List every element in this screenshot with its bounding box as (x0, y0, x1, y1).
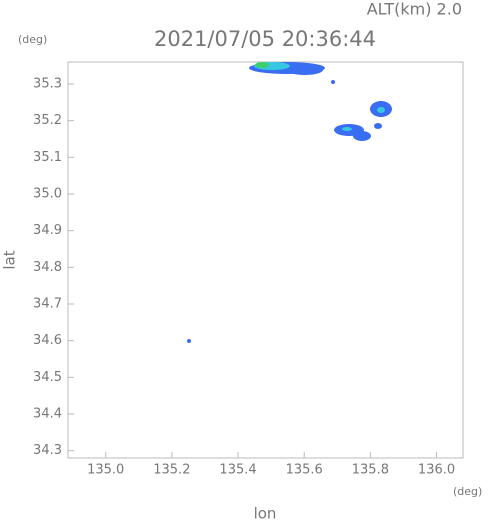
y-tick-label: 35.0 (33, 187, 62, 202)
echo (287, 65, 323, 75)
x-unit: (deg) (453, 485, 482, 498)
echo (187, 339, 191, 343)
y-tick-label: 34.3 (33, 443, 62, 458)
x-tick-label: 135.0 (87, 463, 124, 478)
echo (353, 131, 371, 141)
y-tick-label: 35.1 (33, 150, 62, 165)
echo (342, 127, 352, 131)
radar-echoes (187, 62, 392, 343)
x-tick-label: 135.4 (219, 463, 256, 478)
y-tick-label: 35.2 (33, 113, 62, 128)
y-axis-label: lat (1, 250, 19, 269)
plot-frame (67, 61, 464, 459)
x-tick-label: 135.8 (352, 463, 389, 478)
chart-title: 2021/07/05 20:36:44 (154, 27, 376, 51)
y-tick-label: 34.6 (33, 333, 62, 348)
x-tick-label: 135.6 (286, 463, 323, 478)
y-tick-label: 34.8 (33, 260, 62, 275)
x-tick-label: 135.2 (153, 463, 190, 478)
x-tick-label: 136.0 (418, 463, 455, 478)
altitude-label: ALT(km) 2.0 (367, 0, 462, 19)
echo (377, 107, 385, 113)
y-tick-label: 34.5 (33, 370, 62, 385)
x-axis-label: lon (254, 505, 277, 521)
echo (374, 123, 382, 129)
y-tick-label: 34.7 (33, 297, 62, 312)
echo (255, 62, 269, 68)
y-tick-label: 34.4 (33, 407, 62, 422)
y-tick-label: 34.9 (33, 223, 62, 238)
y-unit: (deg) (18, 33, 47, 46)
echo (331, 80, 335, 84)
y-tick-label: 35.3 (33, 77, 62, 92)
